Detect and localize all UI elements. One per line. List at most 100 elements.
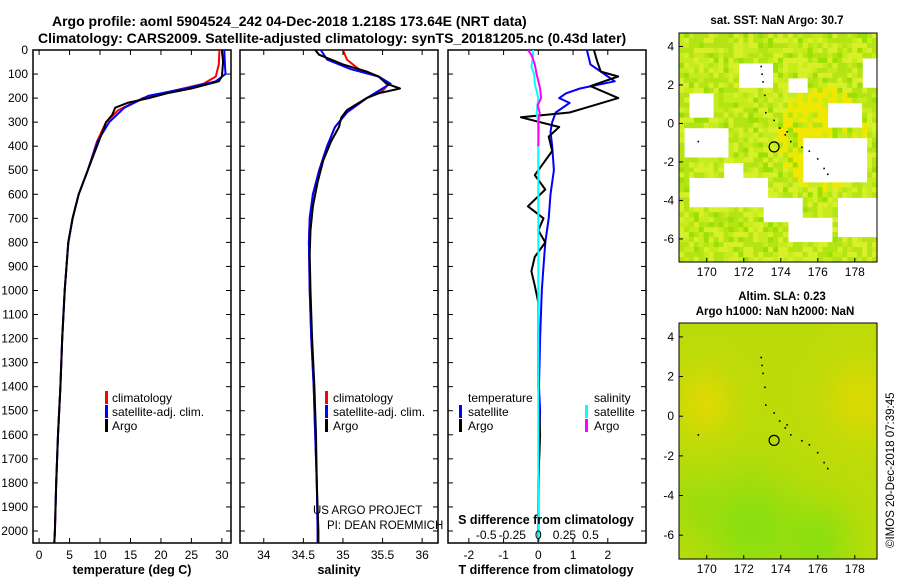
map-cell <box>683 192 690 198</box>
map-cell <box>778 353 784 360</box>
map-cell <box>872 471 878 478</box>
map-cell <box>713 512 720 519</box>
map-cell <box>679 222 685 228</box>
map-cell <box>797 72 804 79</box>
map-cell <box>728 528 735 534</box>
map-cell <box>807 420 814 427</box>
map-cell <box>738 553 744 560</box>
map-cell <box>778 328 784 334</box>
map-cell <box>792 543 799 550</box>
map-cell <box>698 37 705 44</box>
map-cell <box>797 338 804 345</box>
map-cell <box>802 67 809 74</box>
map-cell <box>738 358 744 365</box>
island-dot <box>808 444 811 446</box>
map-cell <box>748 523 754 529</box>
map-cell <box>763 152 769 159</box>
map-cell <box>738 257 744 263</box>
map-cell <box>698 507 705 514</box>
map-cell <box>773 67 779 74</box>
map-cell <box>693 389 700 396</box>
map-cell <box>738 399 744 406</box>
map-cell <box>708 57 715 64</box>
map-x-tick-label: 172 <box>734 562 754 576</box>
map-cell <box>748 33 754 39</box>
map-cell <box>713 441 720 447</box>
map-cell <box>832 420 838 427</box>
map-cell <box>703 512 710 519</box>
map-cell <box>782 420 789 427</box>
map-cell <box>753 415 759 422</box>
map-cell <box>679 502 685 509</box>
map-cell <box>763 57 769 64</box>
legend-climatology: climatology <box>333 391 393 405</box>
map-cell <box>778 379 784 386</box>
map-cell <box>768 512 774 519</box>
map-cell <box>738 107 744 114</box>
map-cell <box>807 92 814 99</box>
map-cell <box>802 92 809 99</box>
map-cell <box>832 430 838 437</box>
map-cell <box>787 476 794 483</box>
map-cell <box>743 430 749 437</box>
map-cell <box>753 247 759 253</box>
map-cell <box>758 117 764 124</box>
map-cell <box>708 415 715 422</box>
island-dot <box>761 364 763 367</box>
map-cell <box>807 348 814 355</box>
map-cell <box>852 37 858 44</box>
map-cell <box>693 222 700 228</box>
map-cell <box>847 553 853 560</box>
map-cell <box>703 456 710 463</box>
map-cell <box>792 102 799 109</box>
map-cell <box>748 222 754 228</box>
map-cell <box>713 482 720 488</box>
map-cell <box>817 252 824 258</box>
map-cell <box>862 512 868 519</box>
map-cell <box>837 533 843 540</box>
map-cell <box>753 57 759 64</box>
map-cell <box>703 333 710 339</box>
map-cell <box>688 492 695 499</box>
map-cell <box>802 33 809 39</box>
depth-tick-label: 1800 <box>1 476 28 490</box>
map-cell <box>842 192 848 198</box>
map-cell <box>787 72 794 79</box>
map-cell <box>857 33 863 39</box>
map-cell <box>738 466 744 473</box>
map-cell <box>688 435 695 442</box>
map-cell <box>792 410 799 416</box>
island-dot <box>778 127 781 129</box>
island-dot <box>808 150 811 152</box>
map-cell <box>837 42 843 49</box>
map-cell <box>693 247 700 253</box>
map-cell <box>773 87 779 94</box>
map-cell <box>778 415 784 422</box>
map-cell <box>847 192 853 198</box>
map-cell <box>872 533 878 540</box>
map-cell <box>797 47 804 54</box>
map-cell <box>782 553 789 560</box>
map-cell <box>728 72 735 79</box>
map-cell <box>807 538 814 545</box>
map-cell <box>738 252 744 258</box>
map-cell <box>778 487 784 493</box>
map-cell <box>832 92 838 99</box>
map-cell <box>842 487 848 493</box>
map-cell <box>867 333 873 339</box>
map-cell <box>733 502 739 509</box>
map-cell <box>852 47 858 54</box>
map-cell <box>708 389 715 396</box>
map-cell <box>683 497 690 504</box>
map-cell <box>728 232 735 238</box>
map-cell <box>688 405 695 411</box>
map-cell <box>723 471 730 478</box>
map-cell <box>748 425 754 432</box>
map-cell <box>778 192 784 198</box>
map-cell <box>792 538 799 545</box>
difference-legend-temperature: temperature satellite Argo <box>459 391 533 433</box>
map-cell <box>842 358 848 365</box>
map-cell <box>812 72 819 79</box>
map-cell <box>847 127 853 134</box>
map-cell <box>817 242 824 248</box>
